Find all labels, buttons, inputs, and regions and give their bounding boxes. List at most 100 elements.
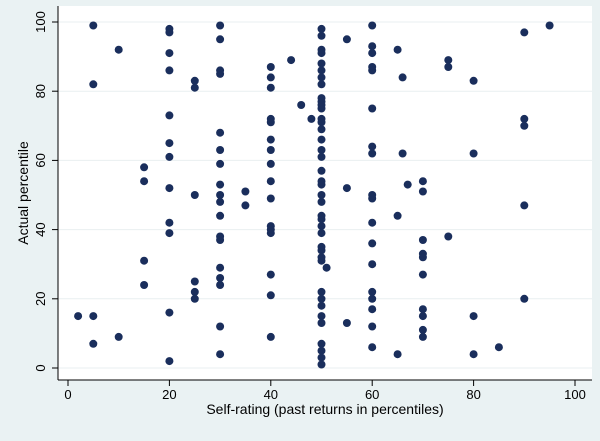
data-point [317, 256, 326, 265]
data-point [368, 42, 377, 51]
data-point [140, 177, 149, 186]
data-point [342, 35, 351, 44]
x-tick-label: 20 [162, 387, 176, 402]
data-point [266, 146, 275, 154]
data-point [342, 184, 351, 193]
data-point [216, 21, 225, 30]
data-point [216, 211, 225, 220]
data-point [165, 229, 174, 238]
data-point [317, 166, 326, 175]
data-point [418, 312, 427, 321]
data-point [317, 360, 326, 369]
data-point [89, 21, 98, 30]
data-point [317, 353, 326, 362]
data-point [398, 73, 407, 82]
data-point [165, 218, 174, 227]
data-point [545, 21, 554, 30]
data-point [317, 73, 326, 82]
data-point [266, 194, 275, 203]
data-point [266, 63, 275, 71]
data-point [418, 270, 427, 279]
data-point [368, 142, 377, 151]
data-point [317, 146, 326, 154]
data-point [317, 152, 326, 161]
data-point [368, 239, 377, 248]
data-point [317, 180, 326, 189]
data-point [317, 59, 326, 68]
y-tick-label: 0 [33, 364, 48, 371]
data-point [140, 281, 149, 289]
data-point [216, 281, 225, 289]
x-axis-label: Self-rating (past returns in percentiles… [206, 401, 443, 417]
data-point [393, 45, 402, 54]
y-tick-label: 20 [33, 292, 48, 306]
data-point [266, 229, 275, 238]
data-point [444, 56, 453, 65]
data-point [165, 357, 174, 366]
data-point [266, 270, 275, 279]
data-point [165, 308, 174, 317]
data-point [368, 218, 377, 227]
data-point [520, 201, 529, 210]
data-point [216, 69, 225, 78]
data-point [368, 305, 377, 314]
data-point [520, 121, 529, 130]
data-point [368, 21, 377, 30]
x-tick-label: 40 [264, 387, 278, 402]
data-point [469, 312, 478, 321]
data-point [317, 197, 326, 206]
data-point [418, 236, 427, 244]
data-point [114, 332, 123, 341]
data-point [317, 66, 326, 75]
data-point [418, 177, 427, 186]
data-point [190, 287, 199, 296]
data-point [418, 305, 427, 314]
data-point [494, 343, 503, 352]
data-point [469, 149, 478, 158]
data-point [317, 301, 326, 310]
data-point [266, 159, 275, 168]
data-point [418, 325, 427, 334]
data-point [74, 312, 83, 321]
data-point [368, 49, 377, 58]
data-point [216, 180, 225, 189]
data-point [368, 66, 377, 75]
data-point [114, 45, 123, 54]
data-point [418, 253, 427, 262]
data-point [216, 35, 225, 44]
data-point [317, 191, 326, 199]
data-point [287, 56, 296, 65]
data-point [444, 232, 453, 241]
data-point [297, 101, 306, 109]
data-point [469, 76, 478, 85]
data-point [317, 246, 326, 255]
data-point [165, 184, 174, 193]
data-point [322, 263, 331, 272]
x-tick-label: 100 [564, 387, 586, 402]
data-point [317, 312, 326, 321]
data-point [216, 197, 225, 206]
data-point [266, 135, 275, 144]
data-point [165, 28, 174, 37]
data-point [266, 332, 275, 341]
data-point [444, 63, 453, 71]
data-point [317, 229, 326, 238]
data-point [89, 80, 98, 89]
data-point [165, 111, 174, 120]
x-tick-label: 60 [365, 387, 379, 402]
data-point [165, 66, 174, 75]
data-point [317, 31, 326, 40]
data-point [317, 215, 326, 224]
data-point [317, 319, 326, 327]
data-point [368, 104, 377, 113]
data-point [317, 118, 326, 127]
data-point [418, 187, 427, 196]
data-point [317, 346, 326, 355]
data-point [216, 322, 225, 331]
data-point [418, 332, 427, 341]
data-point [317, 125, 326, 134]
data-point [216, 128, 225, 137]
data-point [89, 339, 98, 348]
data-point [368, 149, 377, 158]
